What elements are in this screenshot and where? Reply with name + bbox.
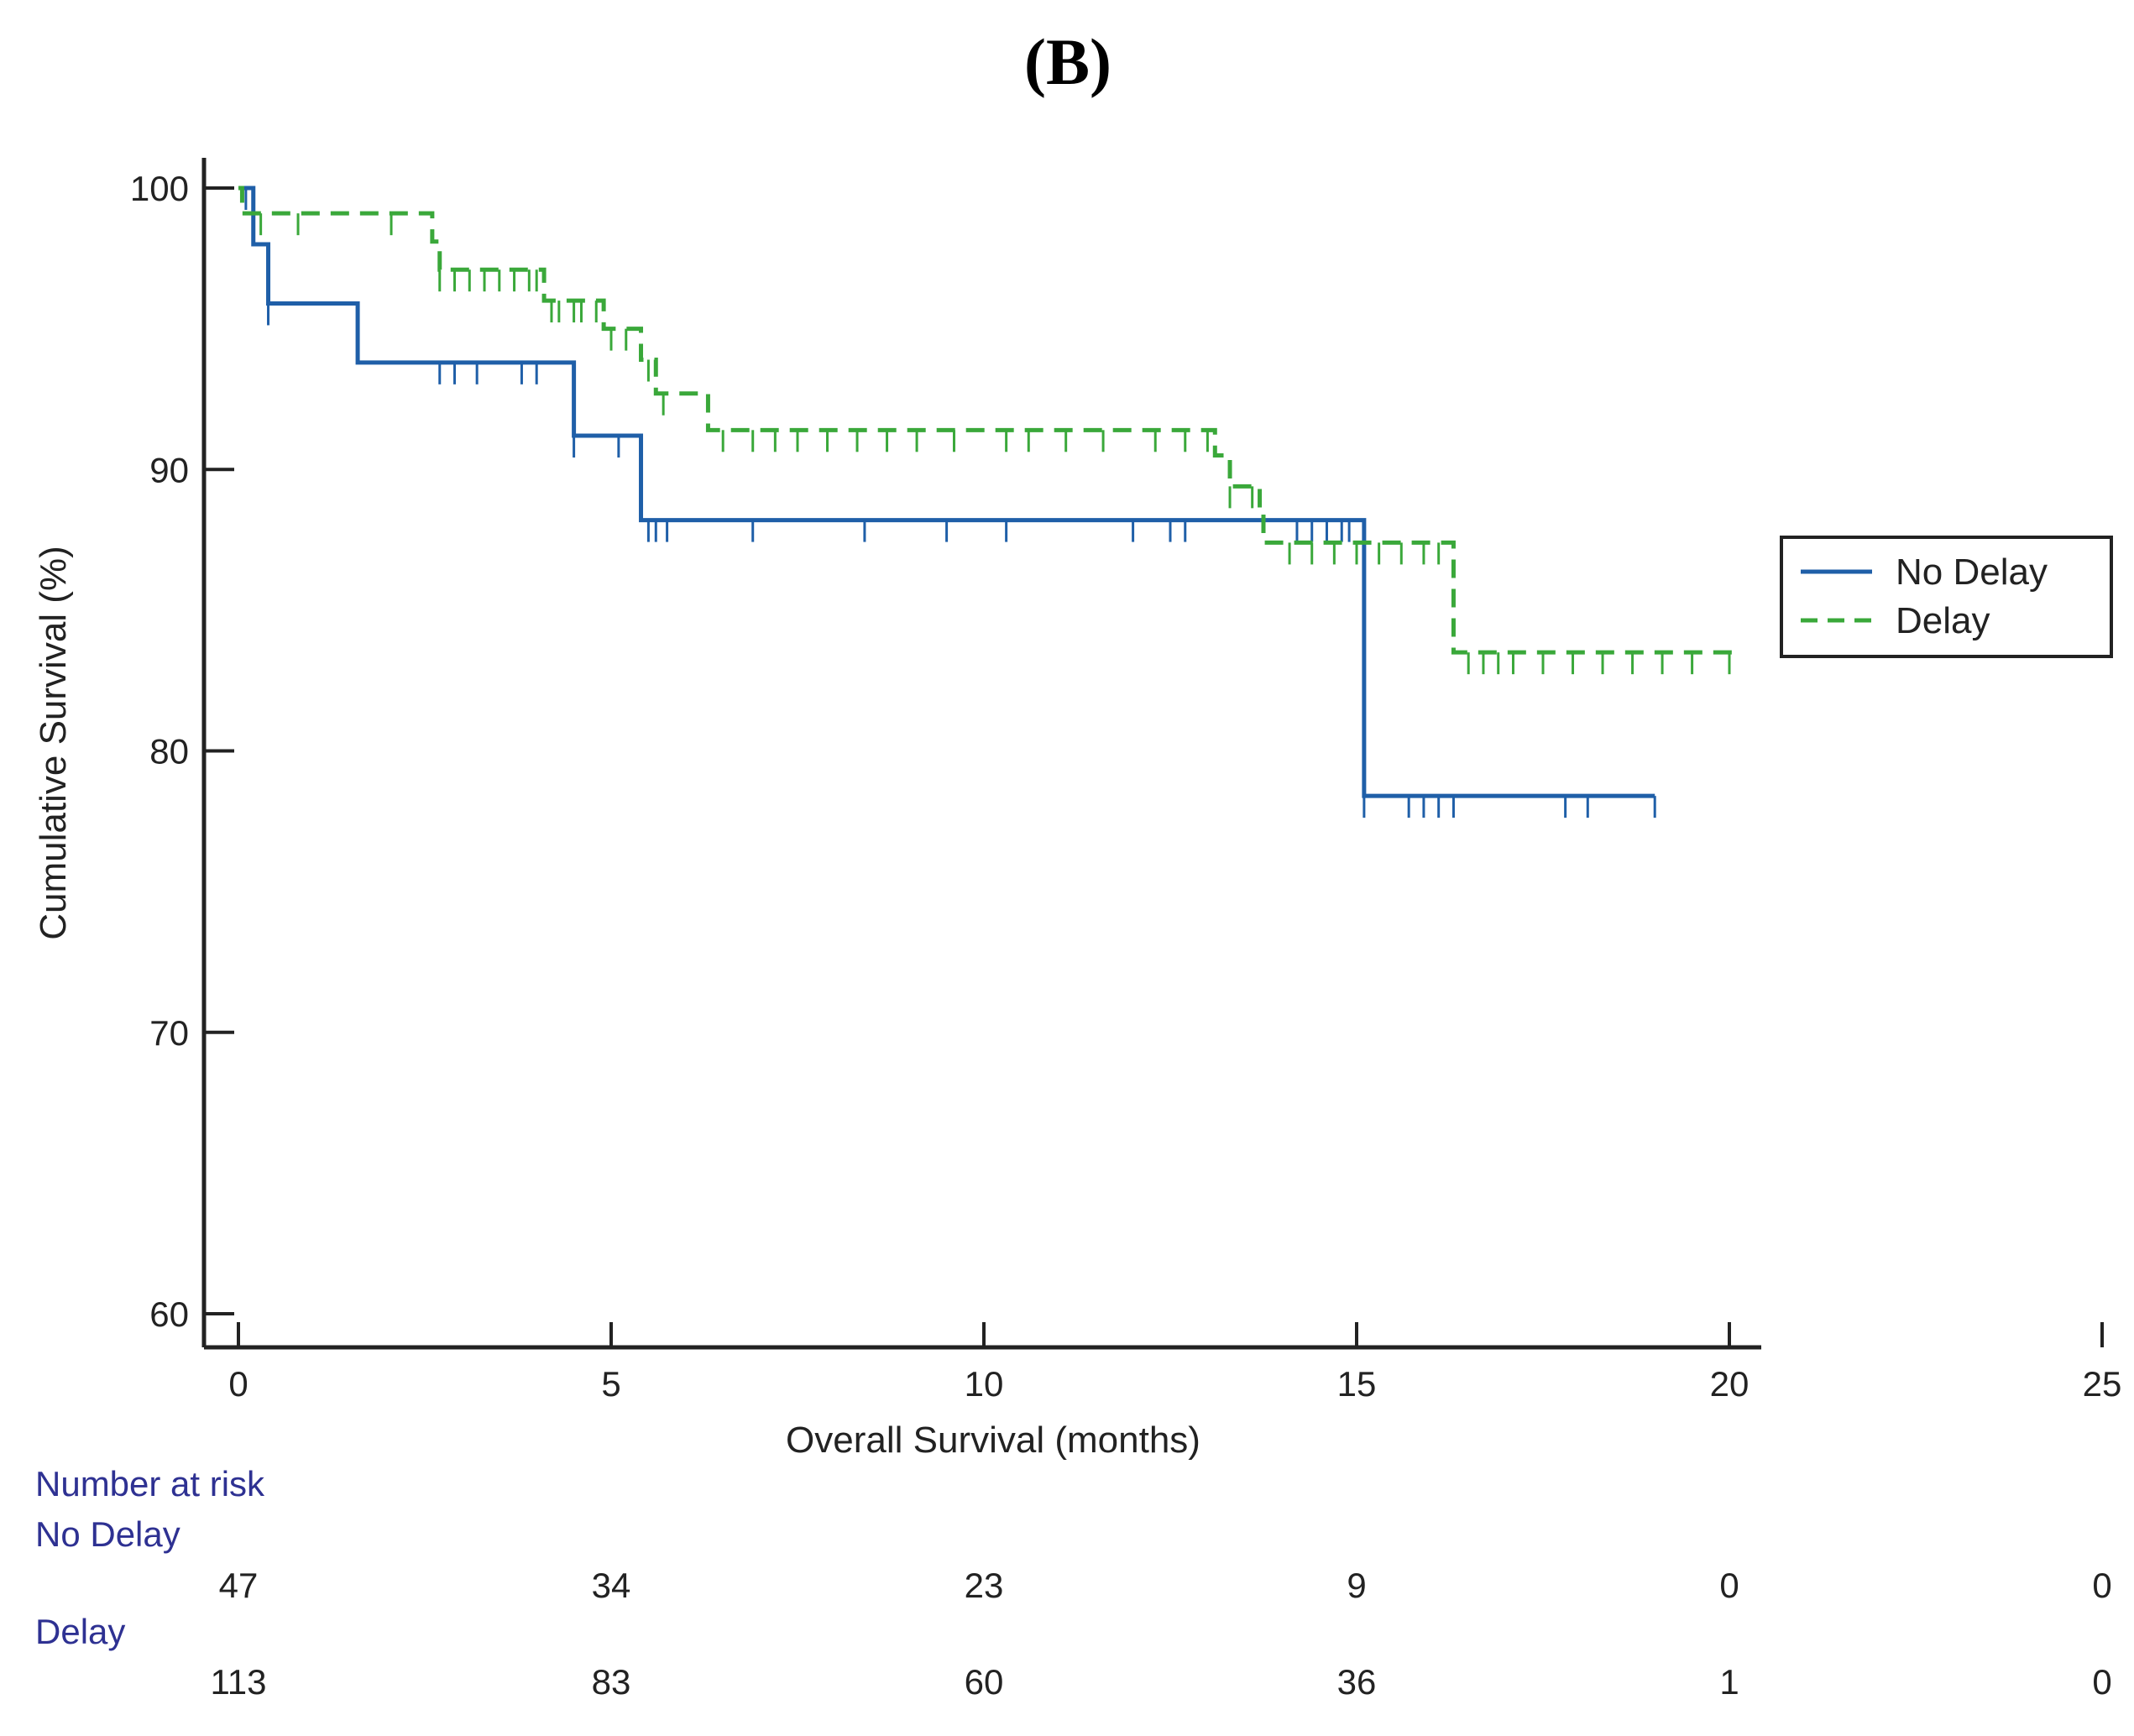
number-at-risk-table: Number at risk No Delay Delay 47 34 23 9 0 0 1… — [35, 1464, 2112, 1702]
y-tick-label: 70 — [149, 1013, 189, 1053]
x-tick-label: 5 — [601, 1364, 620, 1404]
risk-count-no-delay: 47 — [219, 1566, 259, 1605]
legend-box — [1780, 536, 2113, 658]
legend-label-delay: Delay — [1896, 600, 1990, 641]
y-tick-label: 90 — [149, 450, 189, 489]
risk-count-delay: 113 — [211, 1662, 267, 1702]
risk-count-delay: 36 — [1337, 1662, 1377, 1702]
risk-count-no-delay: 34 — [592, 1566, 631, 1605]
risk-group-label-no-delay: No Delay — [35, 1514, 180, 1554]
risk-count-delay: 83 — [592, 1662, 631, 1702]
risk-table-title: Number at risk — [35, 1464, 265, 1503]
y-axis-title: Cumulative Survival (%) — [33, 546, 74, 939]
y-tick-label: 60 — [149, 1294, 189, 1334]
x-axis-title: Overall Survival (months) — [786, 1420, 1200, 1461]
x-tick-label: 0 — [228, 1364, 248, 1404]
survival-curve-delay — [238, 186, 1737, 655]
risk-count-no-delay: 9 — [1347, 1566, 1366, 1605]
risk-count-delay: 0 — [2092, 1662, 2111, 1702]
risk-count-no-delay: 0 — [1719, 1566, 1739, 1605]
survival-curves — [238, 186, 1737, 818]
y-tick-label: 80 — [149, 732, 189, 771]
x-tick-label: 10 — [965, 1364, 1004, 1404]
x-tick-label: 25 — [2083, 1364, 2122, 1404]
risk-count-delay: 1 — [1719, 1662, 1739, 1702]
risk-count-no-delay: 0 — [2092, 1566, 2111, 1605]
plot-axes: 60 70 80 90 100 0 5 10 15 20 25 — [130, 158, 2121, 1404]
risk-group-label-delay: Delay — [35, 1612, 125, 1651]
panel-label: (B) — [1024, 25, 1111, 98]
legend-label-no-delay: No Delay — [1896, 552, 2048, 593]
risk-values: 47 34 23 9 0 0 113 83 60 36 1 0 — [211, 1566, 2112, 1702]
y-tick-label: 100 — [130, 169, 189, 208]
x-tick-label: 15 — [1337, 1364, 1377, 1404]
legend: No Delay Delay — [1780, 536, 2113, 658]
risk-count-delay: 60 — [965, 1662, 1004, 1702]
x-tick-label: 20 — [1710, 1364, 1750, 1404]
risk-count-no-delay: 23 — [965, 1566, 1004, 1605]
survival-curve-no-delay — [238, 186, 1655, 798]
